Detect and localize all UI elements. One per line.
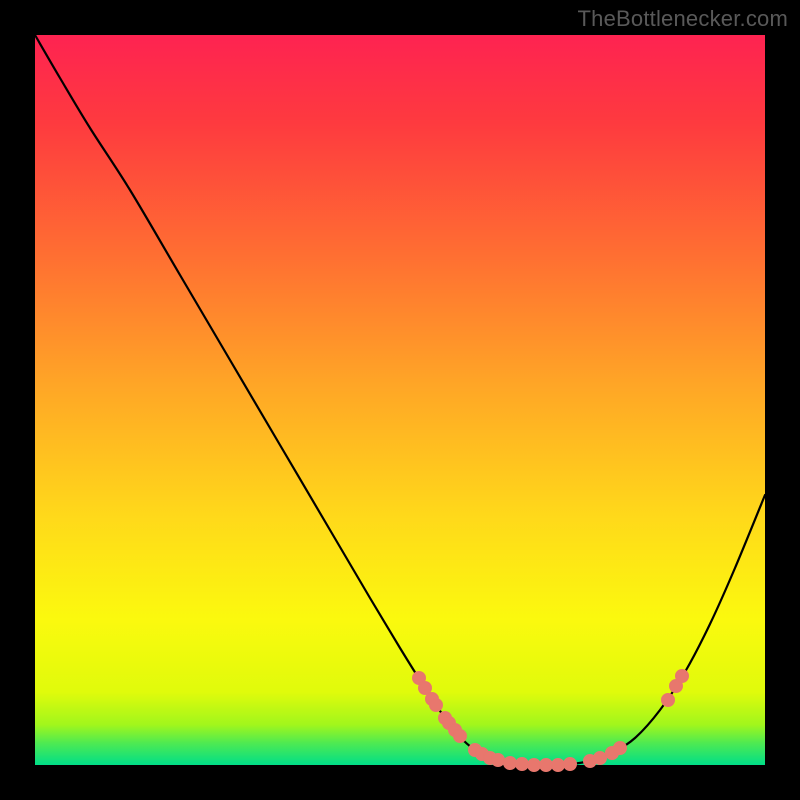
- data-marker: [676, 670, 689, 683]
- data-marker: [564, 758, 577, 771]
- chart-canvas: TheBottlenecker.com: [0, 0, 800, 800]
- data-marker: [516, 758, 529, 771]
- data-marker: [662, 694, 675, 707]
- data-marker: [552, 759, 565, 772]
- plot-area: [35, 35, 765, 765]
- watermark-label: TheBottlenecker.com: [578, 6, 788, 32]
- data-marker: [430, 699, 443, 712]
- data-marker: [492, 754, 505, 767]
- data-marker: [454, 730, 467, 743]
- chart-svg: [0, 0, 800, 800]
- data-marker: [594, 752, 607, 765]
- data-marker: [614, 742, 627, 755]
- data-marker: [504, 757, 517, 770]
- data-marker: [528, 759, 541, 772]
- data-marker: [540, 759, 553, 772]
